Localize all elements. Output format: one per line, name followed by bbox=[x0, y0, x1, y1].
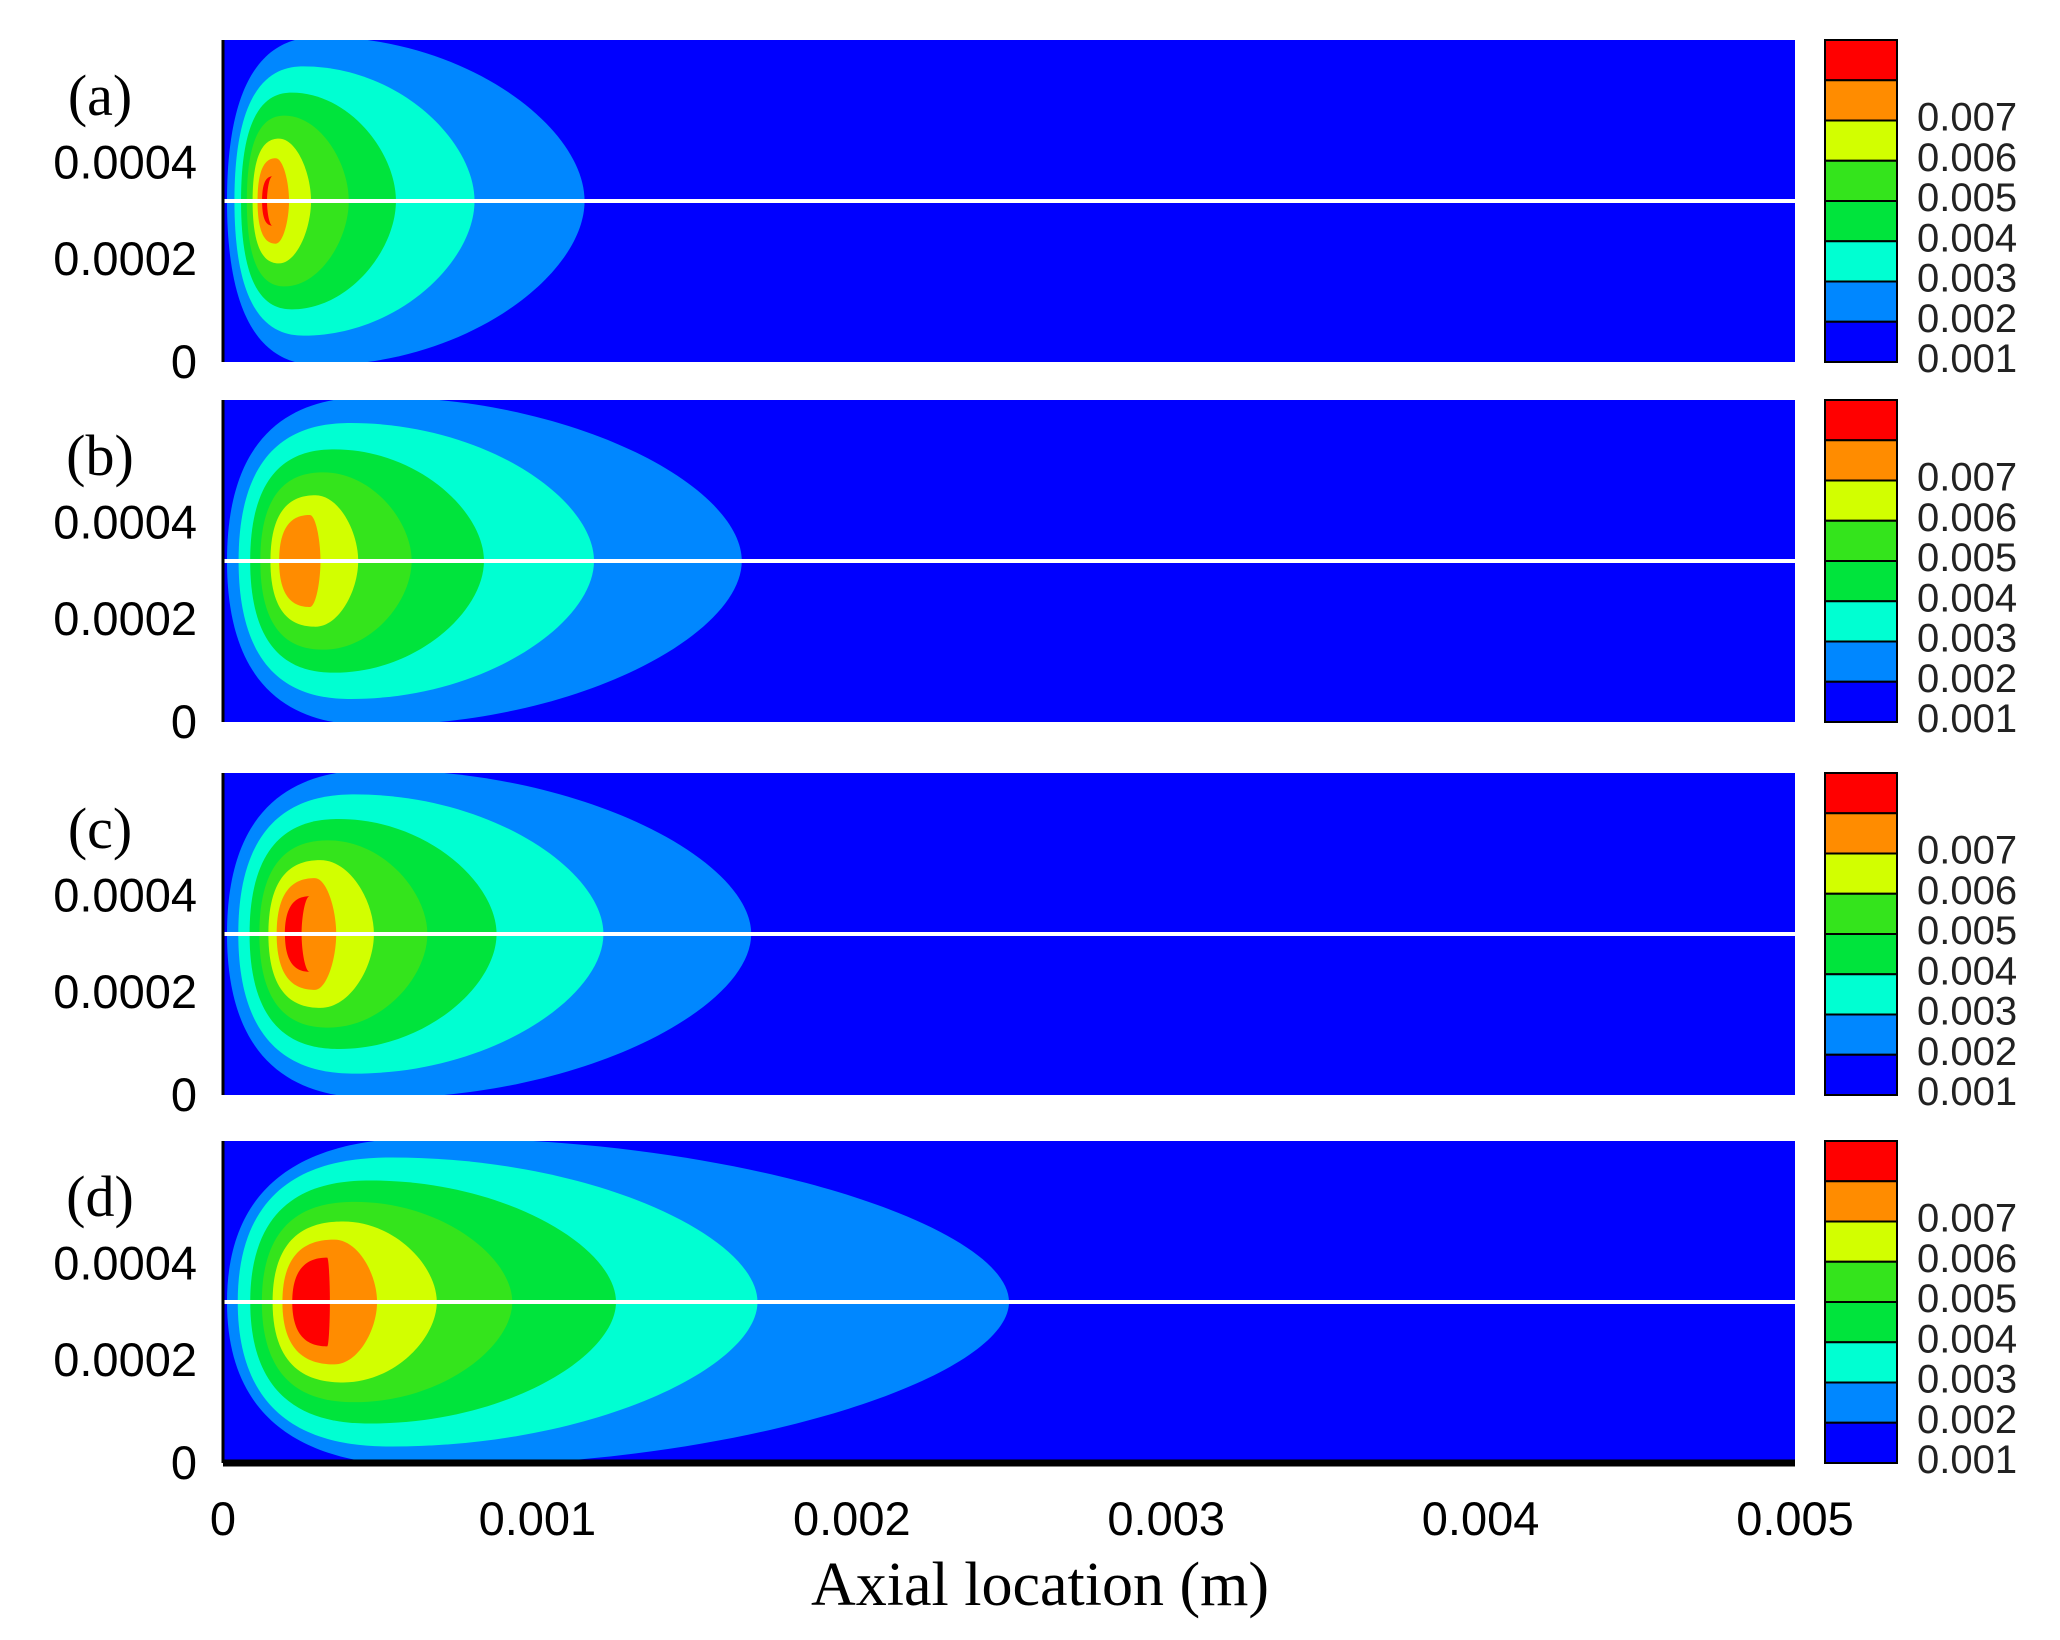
y-tick-label: 0.0002 bbox=[53, 232, 197, 285]
colorbar-tick-label: 0.001 bbox=[1917, 697, 2017, 741]
colorbar-tick-label: 0.005 bbox=[1917, 909, 2017, 953]
colorbar-swatch bbox=[1824, 519, 1898, 562]
colorbar-swatch bbox=[1824, 1140, 1898, 1183]
colorbar-swatch bbox=[1824, 1341, 1898, 1384]
colorbar-tick-label: 0.004 bbox=[1917, 576, 2017, 620]
colorbar-swatch bbox=[1824, 1180, 1898, 1223]
colorbar-swatch bbox=[1824, 973, 1898, 1016]
colorbar-swatch bbox=[1824, 680, 1898, 723]
colorbar-swatch bbox=[1824, 479, 1898, 522]
colorbar-swatch bbox=[1824, 892, 1898, 935]
x-tick-label: 0.002 bbox=[793, 1492, 911, 1545]
panel-label: (a) bbox=[68, 63, 132, 128]
y-tick-label: 0.0004 bbox=[53, 868, 197, 921]
colorbar-swatch bbox=[1824, 1381, 1898, 1424]
y-tick-label: 0 bbox=[171, 1436, 197, 1489]
colorbar-tick-label: 0.004 bbox=[1917, 216, 2017, 260]
colorbar-tick-label: 0.007 bbox=[1917, 456, 2017, 500]
colorbar-tick-label: 0.004 bbox=[1917, 1317, 2017, 1361]
colorbar-swatch bbox=[1824, 1053, 1898, 1096]
panel-c: (c)00.00020.00040.0010.0020.0030.0040.00… bbox=[53, 772, 2017, 1121]
colorbar-tick-label: 0.005 bbox=[1917, 536, 2017, 580]
y-tick-label: 0.0002 bbox=[53, 1333, 197, 1386]
y-tick-label: 0.0004 bbox=[53, 1236, 197, 1289]
contour-bands bbox=[227, 1141, 1009, 1463]
y-tick-label: 0 bbox=[171, 695, 197, 748]
colorbar-swatch bbox=[1824, 1220, 1898, 1263]
y-tick-label: 0.0004 bbox=[53, 135, 197, 188]
colorbar-swatch bbox=[1824, 79, 1898, 122]
colorbar-tick-label: 0.006 bbox=[1917, 496, 2017, 540]
colorbar-swatch bbox=[1824, 320, 1898, 363]
x-tick-label: 0.005 bbox=[1736, 1492, 1854, 1545]
colorbar-tick-label: 0.001 bbox=[1917, 1438, 2017, 1482]
x-axis: 0 0.001 0.002 0.003 0.004 0.005 bbox=[210, 1459, 1854, 1545]
colorbar-swatch bbox=[1824, 280, 1898, 323]
colorbar-swatch bbox=[1824, 1260, 1898, 1303]
panel-b: (b)00.00020.00040.0010.0020.0030.0040.00… bbox=[53, 399, 2017, 748]
colorbar-tick-label: 0.001 bbox=[1917, 1070, 2017, 1114]
colorbar-swatch bbox=[1824, 600, 1898, 643]
colorbar-swatch bbox=[1824, 1013, 1898, 1056]
panel-d: (d)00.00020.00040.0010.0020.0030.0040.00… bbox=[53, 1140, 2017, 1489]
x-tick-label: 0.003 bbox=[1107, 1492, 1225, 1545]
colorbar-swatch bbox=[1824, 119, 1898, 162]
colorbar-tick-label: 0.003 bbox=[1917, 1358, 2017, 1402]
colorbar-tick-label: 0.002 bbox=[1917, 657, 2017, 701]
y-tick-label: 0 bbox=[171, 335, 197, 388]
colorbar-tick-label: 0.003 bbox=[1917, 990, 2017, 1034]
colorbar-tick-label: 0.002 bbox=[1917, 1398, 2017, 1442]
colorbar-swatch bbox=[1824, 772, 1898, 815]
colorbar-tick-label: 0.003 bbox=[1917, 617, 2017, 661]
colorbar-tick-label: 0.007 bbox=[1917, 1197, 2017, 1241]
y-tick-label: 0.0002 bbox=[53, 965, 197, 1018]
panel-label: (c) bbox=[68, 796, 132, 861]
colorbar-tick-label: 0.002 bbox=[1917, 297, 2017, 341]
colorbar-tick-label: 0.007 bbox=[1917, 829, 2017, 873]
colorbar-tick-label: 0.005 bbox=[1917, 176, 2017, 220]
colorbar-tick-label: 0.004 bbox=[1917, 949, 2017, 993]
colorbar-swatch bbox=[1824, 852, 1898, 895]
colorbar-swatch bbox=[1824, 240, 1898, 283]
x-tick-label: 0.001 bbox=[479, 1492, 597, 1545]
colorbar-swatch bbox=[1824, 812, 1898, 855]
colorbar-swatch bbox=[1824, 39, 1898, 82]
colorbar-tick-label: 0.007 bbox=[1917, 96, 2017, 140]
colorbar-swatch bbox=[1824, 159, 1898, 202]
x-tick-label: 0 bbox=[210, 1492, 236, 1545]
colorbar-tick-label: 0.006 bbox=[1917, 1237, 2017, 1281]
colorbar-tick-label: 0.002 bbox=[1917, 1030, 2017, 1074]
contour-level-0.007 bbox=[262, 176, 273, 226]
colorbar-swatch bbox=[1824, 439, 1898, 482]
panel-a: (a)00.00020.00040.0010.0020.0030.0040.00… bbox=[53, 39, 2017, 388]
panel-label: (d) bbox=[66, 1164, 134, 1229]
colorbar-tick-label: 0.005 bbox=[1917, 1277, 2017, 1321]
x-axis-title: Axial location (m) bbox=[811, 1551, 1269, 1619]
colorbar-tick-label: 0.006 bbox=[1917, 869, 2017, 913]
y-tick-label: 0.0004 bbox=[53, 495, 197, 548]
y-tick-label: 0.0002 bbox=[53, 592, 197, 645]
panels-group: (a)00.00020.00040.0010.0020.0030.0040.00… bbox=[53, 39, 2017, 1489]
colorbar-swatch bbox=[1824, 1421, 1898, 1464]
colorbar-swatch bbox=[1824, 640, 1898, 683]
panel-label: (b) bbox=[66, 423, 134, 488]
colorbar-swatch bbox=[1824, 560, 1898, 603]
colorbar-swatch bbox=[1824, 1301, 1898, 1344]
colorbar-swatch bbox=[1824, 200, 1898, 243]
colorbar-swatch bbox=[1824, 933, 1898, 976]
colorbar-tick-label: 0.003 bbox=[1917, 257, 2017, 301]
colorbar-tick-label: 0.006 bbox=[1917, 136, 2017, 180]
x-tick-label: 0.004 bbox=[1422, 1492, 1540, 1545]
colorbar-tick-label: 0.001 bbox=[1917, 337, 2017, 381]
colorbar-swatch bbox=[1824, 399, 1898, 442]
y-tick-label: 0 bbox=[171, 1068, 197, 1121]
